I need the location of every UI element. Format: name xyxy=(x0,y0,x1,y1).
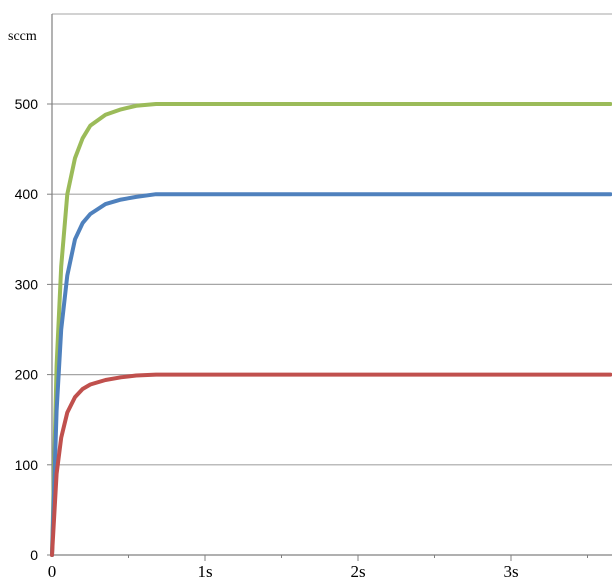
label-layer: sccm 0 100 200 300 400 500 0 1s 2s 3s xyxy=(8,29,519,581)
y-axis-unit-label: sccm xyxy=(8,29,37,44)
axis-layer xyxy=(47,14,612,561)
series-layer xyxy=(50,102,612,557)
y-tick-label-100: 100 xyxy=(15,457,39,473)
y-tick-label-500: 500 xyxy=(15,96,39,112)
x-tick-label-1s: 1s xyxy=(197,562,212,581)
x-tick-label-2s: 2s xyxy=(350,562,365,581)
y-tick-label-300: 300 xyxy=(15,276,39,292)
y-tick-label-200: 200 xyxy=(15,367,39,383)
series-line-3 xyxy=(50,372,612,557)
series-line-1 xyxy=(50,102,612,557)
y-tick-label-0: 0 xyxy=(30,547,38,563)
grid-layer xyxy=(52,13,612,466)
y-tick-label-400: 400 xyxy=(15,186,39,202)
x-tick-label-0: 0 xyxy=(48,562,57,581)
x-tick-label-3s: 3s xyxy=(503,562,518,581)
series-line-2 xyxy=(50,192,612,557)
